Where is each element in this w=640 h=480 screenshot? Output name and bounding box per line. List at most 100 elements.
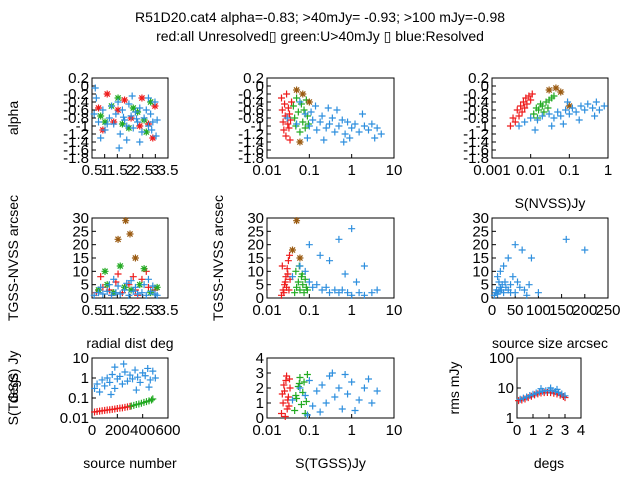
data-point-blue (152, 132, 160, 140)
y-tick-label: 1 (81, 370, 89, 387)
y-tick-label: -1.6 (463, 142, 489, 159)
y-tick-label: 5 (256, 277, 264, 294)
data-point-blue (95, 118, 103, 126)
data-point-blue (153, 116, 161, 124)
data-point-green (129, 104, 137, 112)
data-point-red (511, 118, 519, 126)
y-tick-label: -0.4 (463, 94, 489, 111)
x-tick-label: 1 (604, 162, 612, 179)
data-point-blue (140, 114, 148, 122)
data-point-blue (326, 120, 334, 128)
data-point-blue (90, 110, 98, 118)
data-point-green (136, 281, 144, 289)
y-tick-label: -1.2 (63, 126, 89, 143)
x-tick-label: 2.5 (132, 302, 153, 319)
data-point-blue (103, 120, 111, 128)
data-point-blue (565, 110, 573, 118)
y-tick-label: 0 (81, 78, 89, 95)
y-tick-label: -0.6 (463, 102, 489, 119)
x-tick-label: 0.01 (252, 422, 281, 439)
y-tick-label: 15 (72, 250, 89, 267)
data-point-blue (562, 235, 570, 243)
x-tick-label: 0.01 (252, 162, 281, 179)
data-point-blue (338, 286, 346, 294)
data-point-blue (301, 267, 309, 275)
x-tick-label: 10 (386, 302, 403, 319)
x-tick-label: 3.5 (158, 302, 179, 319)
data-point-blue (99, 106, 107, 114)
data-point-brown (565, 102, 573, 110)
data-point-green (538, 102, 546, 110)
data-point-brown (288, 246, 296, 254)
data-point-red (523, 100, 531, 108)
x-tick-label: 2 (545, 422, 553, 439)
data-point-blue (123, 136, 131, 144)
data-point-blue (523, 291, 531, 299)
data-point-blue (338, 405, 346, 413)
data-point-blue (93, 380, 101, 388)
data-point-green (297, 401, 305, 408)
data-point-red (151, 102, 159, 110)
data-point-red (277, 94, 285, 102)
y-tick-label: -1.8 (63, 150, 89, 167)
y-tick-label: 1 (256, 395, 264, 412)
data-point-blue (115, 144, 123, 152)
data-point-blue (303, 411, 311, 419)
scatter-panel-3: 0.001 0.01 0.1 10.20-0.2-0.4-0.6-0.8-1-1.2-… (463, 70, 612, 211)
y-tick-label: -1.4 (463, 134, 489, 151)
data-point-blue (326, 289, 334, 297)
y-tick-label: 30 (247, 210, 264, 227)
data-point-blue (496, 267, 504, 275)
data-point-blue (360, 122, 368, 130)
data-point-green (302, 398, 310, 405)
data-point-blue (309, 283, 317, 291)
data-point-blue (131, 108, 139, 116)
data-point-blue (316, 118, 324, 126)
data-point-blue (119, 113, 127, 121)
data-point-brown (296, 254, 304, 262)
data-point-blue (340, 138, 348, 146)
data-point-blue (322, 283, 330, 291)
y-tick-label: -1 (476, 118, 489, 135)
data-point-green (550, 92, 558, 100)
data-point-red (285, 402, 293, 410)
x-tick-label: 3.5 (158, 162, 179, 179)
data-point-red (121, 96, 129, 104)
data-point-blue (114, 98, 122, 106)
y-tick-label: 0.2 (243, 70, 264, 87)
data-point-blue (121, 368, 129, 376)
y-tick-label: 0 (81, 290, 89, 307)
y-tick-label: -1.2 (238, 126, 264, 143)
data-point-blue (373, 387, 381, 395)
data-point-blue (555, 389, 563, 397)
data-point-blue (533, 116, 541, 124)
data-point-blue (561, 392, 569, 400)
y-tick-label: -1 (76, 118, 89, 135)
data-point-blue (328, 369, 336, 377)
data-point-blue (313, 387, 321, 395)
x-tick-label: 1 (347, 422, 355, 439)
data-point-blue (316, 251, 324, 259)
data-point-blue (129, 375, 137, 383)
data-point-blue (360, 384, 368, 392)
data-point-blue (335, 122, 343, 130)
data-marks (515, 384, 569, 405)
y-tick-label: 10 (72, 263, 89, 280)
data-point-blue (141, 372, 149, 380)
y-tick-label: 1 (506, 410, 514, 427)
scatter-panel-2: 0.01 0.1 1 10 0.20-0.2-0.4-0.6-0.8-1-1.2-1.4… (238, 70, 402, 179)
data-point-blue (301, 392, 309, 399)
x-tick-label: 200 (105, 422, 130, 439)
y-tick-label: 10 (247, 263, 264, 280)
data-point-green (116, 262, 124, 270)
data-point-red (129, 273, 137, 281)
x-axis-label: S(NVSS)Jy (515, 195, 586, 211)
data-point-blue (107, 390, 115, 398)
data-point-blue (516, 395, 524, 403)
x-tick-label: 10 (386, 162, 403, 179)
data-point-blue (97, 283, 105, 291)
data-point-blue (335, 384, 343, 392)
y-tick-label: -0.2 (238, 86, 264, 103)
data-point-blue (341, 130, 349, 138)
